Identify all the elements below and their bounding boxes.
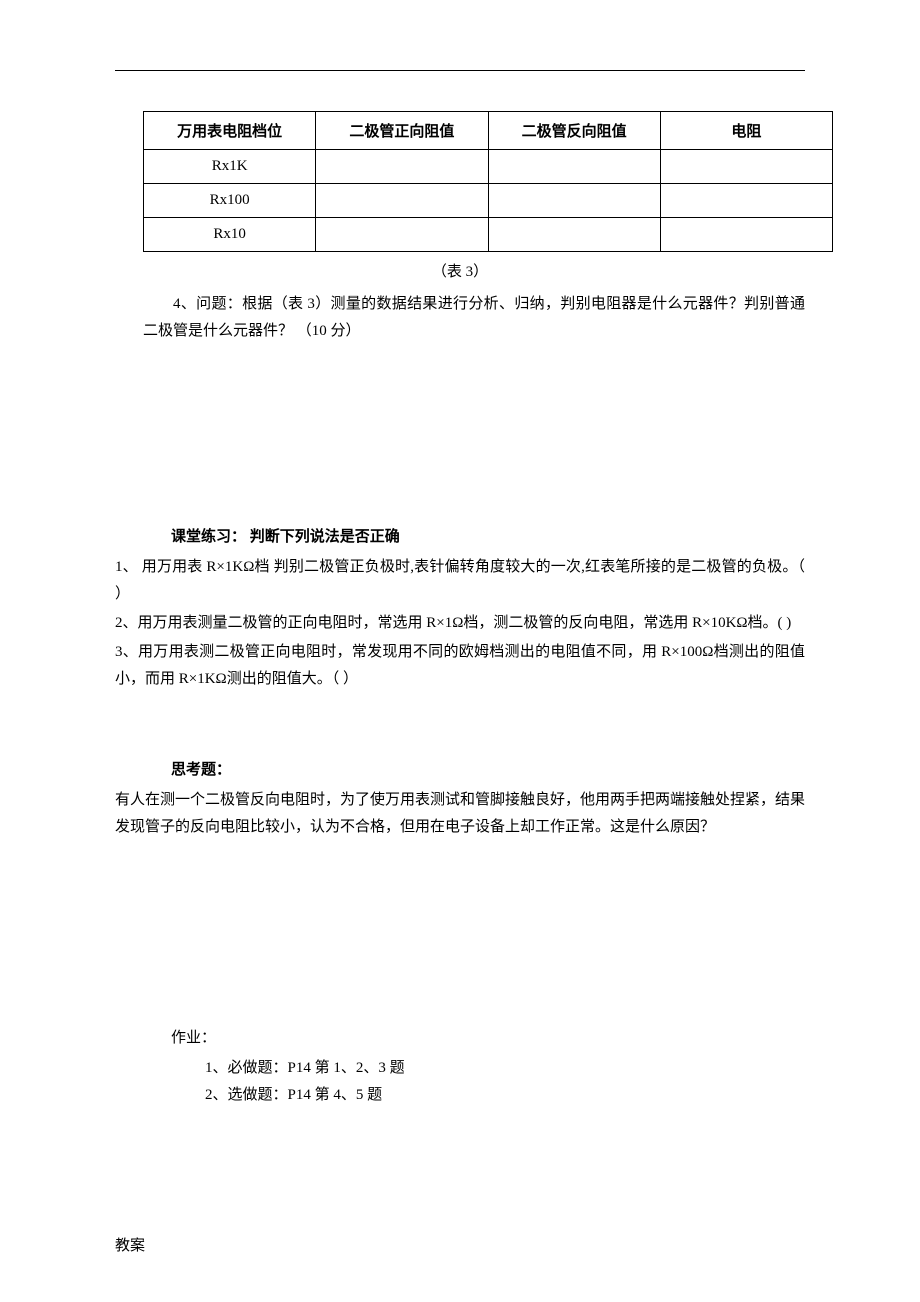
question-4-text: 4、问题：根据（表 3）测量的数据结果进行分析、归纳，判别电阻器是什么元器件？判… [143, 291, 805, 345]
table-header: 万用表电阻档位 [144, 112, 316, 150]
top-separator [115, 70, 805, 71]
thinking-body: 有人在测一个二极管反向电阻时，为了使万用表测试和管脚接触良好，他用两手把两端接触… [115, 787, 805, 841]
table-cell: Rx1K [144, 150, 316, 184]
footer-note: 教案 [115, 1234, 805, 1255]
practice-item: 3、用万用表测二极管正向电阻时，常发现用不同的欧姆档测出的电阻值不同，用 R×1… [115, 639, 805, 693]
table-cell [660, 218, 832, 252]
table-header: 电阻 [660, 112, 832, 150]
table-header-row: 万用表电阻档位 二极管正向阻值 二极管反向阻值 电阻 [144, 112, 833, 150]
table-cell [488, 184, 660, 218]
table-cell [488, 218, 660, 252]
table-cell [316, 184, 488, 218]
table-cell [660, 184, 832, 218]
thinking-section: 思考题： 有人在测一个二极管反向电阻时，为了使万用表测试和管脚接触良好，他用两手… [115, 758, 805, 841]
measurement-table: 万用表电阻档位 二极管正向阻值 二极管反向阻值 电阻 Rx1K Rx100 Rx… [143, 111, 833, 252]
table-cell [316, 218, 488, 252]
table-row: Rx1K [144, 150, 833, 184]
table-cell: Rx10 [144, 218, 316, 252]
homework-section: 作业： 1、必做题：P14 第 1、2、3 题 2、选做题：P14 第 4、5 … [115, 1026, 805, 1109]
table-caption: （表 3） [115, 260, 805, 281]
homework-item: 1、必做题：P14 第 1、2、3 题 [205, 1055, 805, 1082]
homework-title: 作业： [171, 1026, 805, 1047]
question-4: 4、问题：根据（表 3）测量的数据结果进行分析、归纳，判别电阻器是什么元器件？判… [115, 291, 805, 345]
practice-item: 1、 用万用表 R×1KΩ档 判别二极管正负极时,表针偏转角度较大的一次,红表笔… [115, 554, 805, 608]
document-page: 万用表电阻档位 二极管正向阻值 二极管反向阻值 电阻 Rx1K Rx100 Rx… [0, 0, 920, 1255]
thinking-title: 思考题： [171, 758, 805, 779]
table-cell [660, 150, 832, 184]
table-header: 二极管正向阻值 [316, 112, 488, 150]
table-cell: Rx100 [144, 184, 316, 218]
table-row: Rx10 [144, 218, 833, 252]
homework-item: 2、选做题：P14 第 4、5 题 [205, 1082, 805, 1109]
table-cell [488, 150, 660, 184]
table-cell [316, 150, 488, 184]
practice-title: 课堂练习： 判断下列说法是否正确 [171, 525, 805, 546]
practice-section: 课堂练习： 判断下列说法是否正确 1、 用万用表 R×1KΩ档 判别二极管正负极… [115, 525, 805, 693]
table-row: Rx100 [144, 184, 833, 218]
table-header: 二极管反向阻值 [488, 112, 660, 150]
practice-item: 2、用万用表测量二极管的正向电阻时，常选用 R×1Ω档，测二极管的反向电阻，常选… [115, 610, 805, 637]
